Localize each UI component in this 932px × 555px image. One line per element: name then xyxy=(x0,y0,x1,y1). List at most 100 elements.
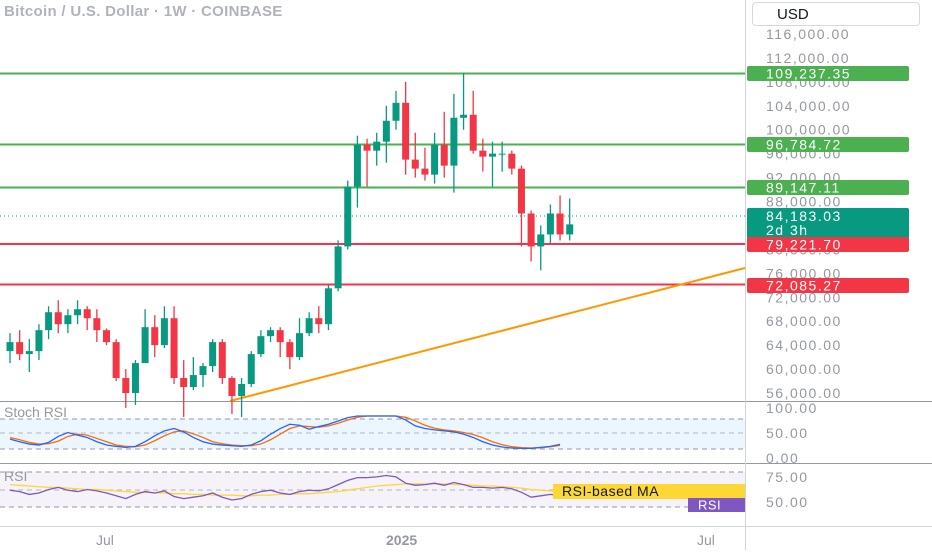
trend-line[interactable] xyxy=(229,267,746,402)
candle xyxy=(353,135,361,208)
candle xyxy=(517,165,525,247)
candle xyxy=(45,306,53,340)
rsi-value-label: RSI xyxy=(688,498,745,513)
candle xyxy=(411,132,419,178)
countdown-text: 2d 3h xyxy=(766,222,809,238)
candle-body xyxy=(267,330,275,337)
candle xyxy=(344,180,352,250)
price-tick-label: 72,000.00 xyxy=(766,289,842,305)
candle-body xyxy=(141,327,149,364)
candle-body xyxy=(537,234,545,247)
candle-body xyxy=(382,120,390,142)
candle xyxy=(324,285,332,331)
candle-body xyxy=(440,144,448,166)
candle xyxy=(257,330,265,358)
candle xyxy=(131,360,139,405)
candle-body xyxy=(411,159,419,169)
candle xyxy=(228,376,236,414)
price-tick-label: 116,000.00 xyxy=(766,26,850,42)
candle xyxy=(296,318,303,361)
price-tick-label: 60,000.00 xyxy=(766,361,842,377)
candle-body xyxy=(334,246,342,289)
candle-body xyxy=(35,330,43,352)
candle xyxy=(402,81,410,175)
price-label-96784: 96,784.72 xyxy=(747,137,909,153)
candle-body xyxy=(566,224,574,235)
candle xyxy=(54,300,62,334)
candle xyxy=(450,93,458,193)
stoch-d-line xyxy=(9,415,561,449)
candle xyxy=(440,111,448,178)
candle-body xyxy=(324,288,332,325)
candle xyxy=(6,333,14,364)
candle-body xyxy=(527,213,535,247)
candle-body xyxy=(103,330,110,343)
price-label-72085-text: 72,085.27 xyxy=(766,278,842,294)
price-tick-label: 104,000.00 xyxy=(766,98,851,114)
candle xyxy=(373,132,381,166)
candle xyxy=(170,306,178,385)
rsi-line xyxy=(9,474,570,501)
price-tick-label: 64,000.00 xyxy=(766,337,842,353)
candle-body xyxy=(353,144,361,187)
price-label-79221: 79,221.70 xyxy=(747,237,909,253)
candle xyxy=(141,309,149,364)
price-label-89147-text: 89,147.11 xyxy=(766,180,841,196)
candle-body xyxy=(45,312,53,331)
price-tick-label: 88,000.00 xyxy=(766,194,842,210)
candle-body xyxy=(431,144,439,175)
candle xyxy=(546,204,554,244)
rsi-ma-label-text: RSI-based MA xyxy=(562,483,659,499)
candle xyxy=(286,339,294,370)
candle xyxy=(74,300,82,325)
candle-body xyxy=(189,375,197,388)
candle xyxy=(537,225,545,271)
candle xyxy=(93,309,101,343)
candle xyxy=(199,363,207,388)
candle-body xyxy=(392,102,400,121)
chart-title: Bitcoin / U.S. Dollar · 1W · COINBASE xyxy=(4,3,283,20)
candle xyxy=(238,378,246,417)
candle-body xyxy=(112,342,120,379)
candle-body xyxy=(402,102,410,160)
candles-group xyxy=(6,72,574,417)
price-label-89147: 89,147.11 xyxy=(747,180,909,196)
candle xyxy=(498,141,506,172)
current-price-label: 84,183.03 2d 3h xyxy=(747,208,909,239)
price-label-79221-text: 79,221.70 xyxy=(766,237,842,253)
candle-body xyxy=(479,150,487,157)
candle-body xyxy=(450,117,458,166)
candle-body xyxy=(218,342,226,379)
candle xyxy=(421,147,429,181)
price-tick-label: 56,000.00 xyxy=(766,385,842,401)
time-label-jul-2: Jul xyxy=(697,532,715,548)
candle-body xyxy=(228,378,236,396)
candle xyxy=(83,306,91,331)
stoch-tick-100: 100.00 xyxy=(766,400,818,416)
candle xyxy=(209,339,217,373)
candle xyxy=(180,360,188,417)
candle xyxy=(527,210,535,262)
stoch-k-line xyxy=(9,415,561,449)
candle xyxy=(566,198,574,241)
candle xyxy=(556,195,564,241)
candle xyxy=(469,90,477,154)
candle xyxy=(479,138,487,172)
candle-body xyxy=(276,330,284,343)
price-tick-label: 68,000.00 xyxy=(766,313,842,329)
candle-body xyxy=(151,327,159,346)
price-tick-label: 100,000.00 xyxy=(766,122,851,138)
candle xyxy=(431,132,439,184)
candle xyxy=(25,339,33,373)
stoch-tick-0: 0.00 xyxy=(766,450,799,466)
candle xyxy=(64,309,72,334)
candle-body xyxy=(469,114,477,151)
candle xyxy=(276,327,284,358)
price-label-109237: 109,237.35 xyxy=(747,66,909,82)
candle-body xyxy=(122,378,130,393)
candle-body xyxy=(286,342,294,358)
candle-body xyxy=(54,312,62,325)
currency-button[interactable]: USD xyxy=(752,2,920,26)
